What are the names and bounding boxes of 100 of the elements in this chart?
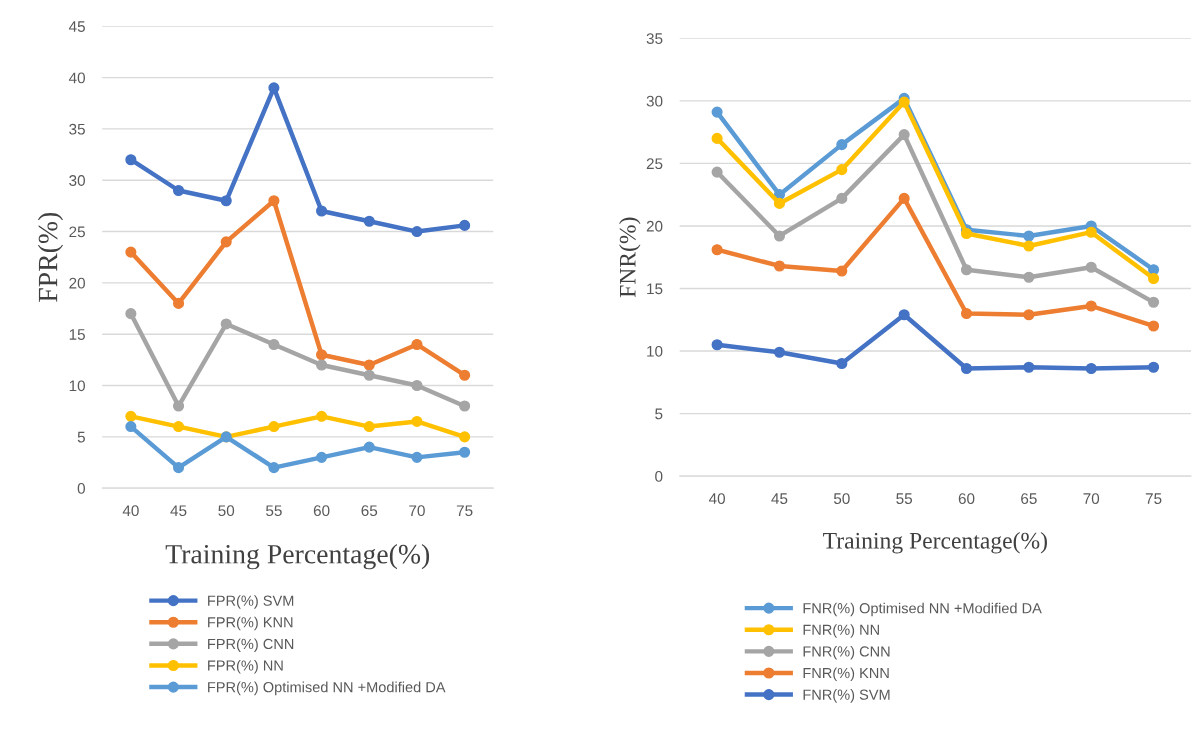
point — [898, 192, 910, 204]
point — [960, 264, 973, 276]
point — [1023, 309, 1035, 321]
point — [836, 139, 848, 151]
point — [836, 265, 848, 277]
point — [711, 166, 723, 178]
y-tick-label: 15 — [647, 283, 663, 295]
point — [1023, 230, 1035, 242]
point — [268, 462, 280, 474]
point — [268, 195, 280, 207]
y-tick-label: 10 — [69, 380, 85, 392]
point — [773, 197, 786, 209]
legend-label: FPR(%) Optimised NN +Modified DA — [208, 681, 446, 696]
y-tick-label: 25 — [69, 226, 85, 238]
point — [363, 359, 375, 371]
point — [316, 349, 328, 361]
point — [836, 357, 848, 370]
legend-label: FPR(%) CNN — [208, 638, 294, 652]
point — [125, 246, 137, 258]
point — [125, 421, 137, 433]
point — [363, 215, 375, 227]
legend-label: FPR(%) SVM — [208, 595, 294, 609]
x-tick-label: 75 — [1145, 493, 1162, 505]
point — [1148, 272, 1160, 285]
x-tick-label: 40 — [708, 493, 726, 505]
x-tick-label: 55 — [896, 493, 913, 505]
legend-label: FPR(%) NN — [208, 660, 283, 674]
point — [1085, 261, 1097, 273]
y-tick-label: 20 — [69, 277, 85, 289]
y-tick-label: 30 — [646, 95, 663, 107]
point — [220, 195, 232, 207]
x-tick-label: 50 — [218, 505, 235, 517]
x-tick-label: 45 — [170, 505, 187, 517]
y-axis-title: FNR(%) — [619, 217, 641, 298]
y-tick-label: 5 — [77, 431, 85, 443]
point — [459, 369, 471, 381]
point — [773, 260, 786, 272]
y-tick-label: 15 — [69, 329, 85, 340]
x-axis-title: Training Percentage(%) — [165, 544, 430, 570]
legend-label: FNR(%) KNN — [803, 667, 889, 682]
legend-label: FPR(%) KNN — [208, 616, 293, 631]
x-tick-label: 60 — [958, 493, 975, 505]
point — [172, 184, 185, 197]
point — [459, 400, 471, 412]
point — [316, 451, 328, 463]
point — [363, 369, 375, 381]
point — [898, 309, 910, 321]
y-axis-title: FPR(%) — [37, 212, 64, 302]
point — [459, 446, 471, 458]
point — [459, 431, 471, 443]
point — [836, 192, 848, 204]
point — [960, 307, 973, 320]
point — [411, 379, 423, 392]
y-tick-label: 10 — [647, 345, 663, 357]
point — [363, 421, 375, 433]
point — [773, 230, 786, 242]
x-tick-label: 45 — [771, 493, 788, 505]
x-tick-label: 65 — [361, 505, 378, 517]
y-tick-label: 45 — [68, 21, 85, 32]
point — [1148, 296, 1160, 308]
point — [172, 297, 185, 309]
point — [711, 339, 723, 351]
y-tick-label: 0 — [655, 471, 663, 482]
point — [316, 205, 328, 217]
point — [1085, 226, 1097, 238]
point — [411, 226, 423, 238]
point — [459, 219, 471, 231]
point — [411, 338, 423, 351]
point — [1148, 361, 1160, 373]
point — [172, 421, 185, 433]
y-tick-label: 0 — [77, 483, 85, 494]
point — [836, 164, 848, 176]
point — [773, 346, 786, 358]
point — [125, 410, 137, 422]
x-tick-label: 75 — [456, 505, 473, 517]
point — [411, 415, 423, 427]
x-tick-label: 40 — [122, 505, 139, 517]
y-tick-label: 5 — [655, 408, 663, 420]
point — [125, 154, 137, 166]
point — [1085, 362, 1097, 375]
legend-label: FNR(%) CNN — [803, 645, 890, 660]
point — [1148, 320, 1160, 332]
point — [711, 132, 723, 144]
y-tick-label: 25 — [646, 158, 663, 170]
point — [898, 96, 910, 108]
legend-label: FNR(%) SVM — [803, 689, 890, 703]
x-tick-label: 60 — [313, 505, 330, 517]
point — [898, 129, 910, 141]
x-tick-label: 50 — [833, 493, 850, 505]
point — [1085, 300, 1097, 312]
x-tick-label: 55 — [266, 505, 282, 517]
y-tick-label: 30 — [69, 175, 85, 186]
point — [711, 106, 723, 118]
point — [220, 318, 232, 330]
x-tick-label: 70 — [409, 505, 425, 517]
y-tick-label: 35 — [69, 123, 85, 135]
point — [172, 462, 185, 474]
legend-label: FNR(%) NN — [803, 624, 879, 638]
point — [268, 421, 280, 433]
point — [1023, 271, 1035, 283]
